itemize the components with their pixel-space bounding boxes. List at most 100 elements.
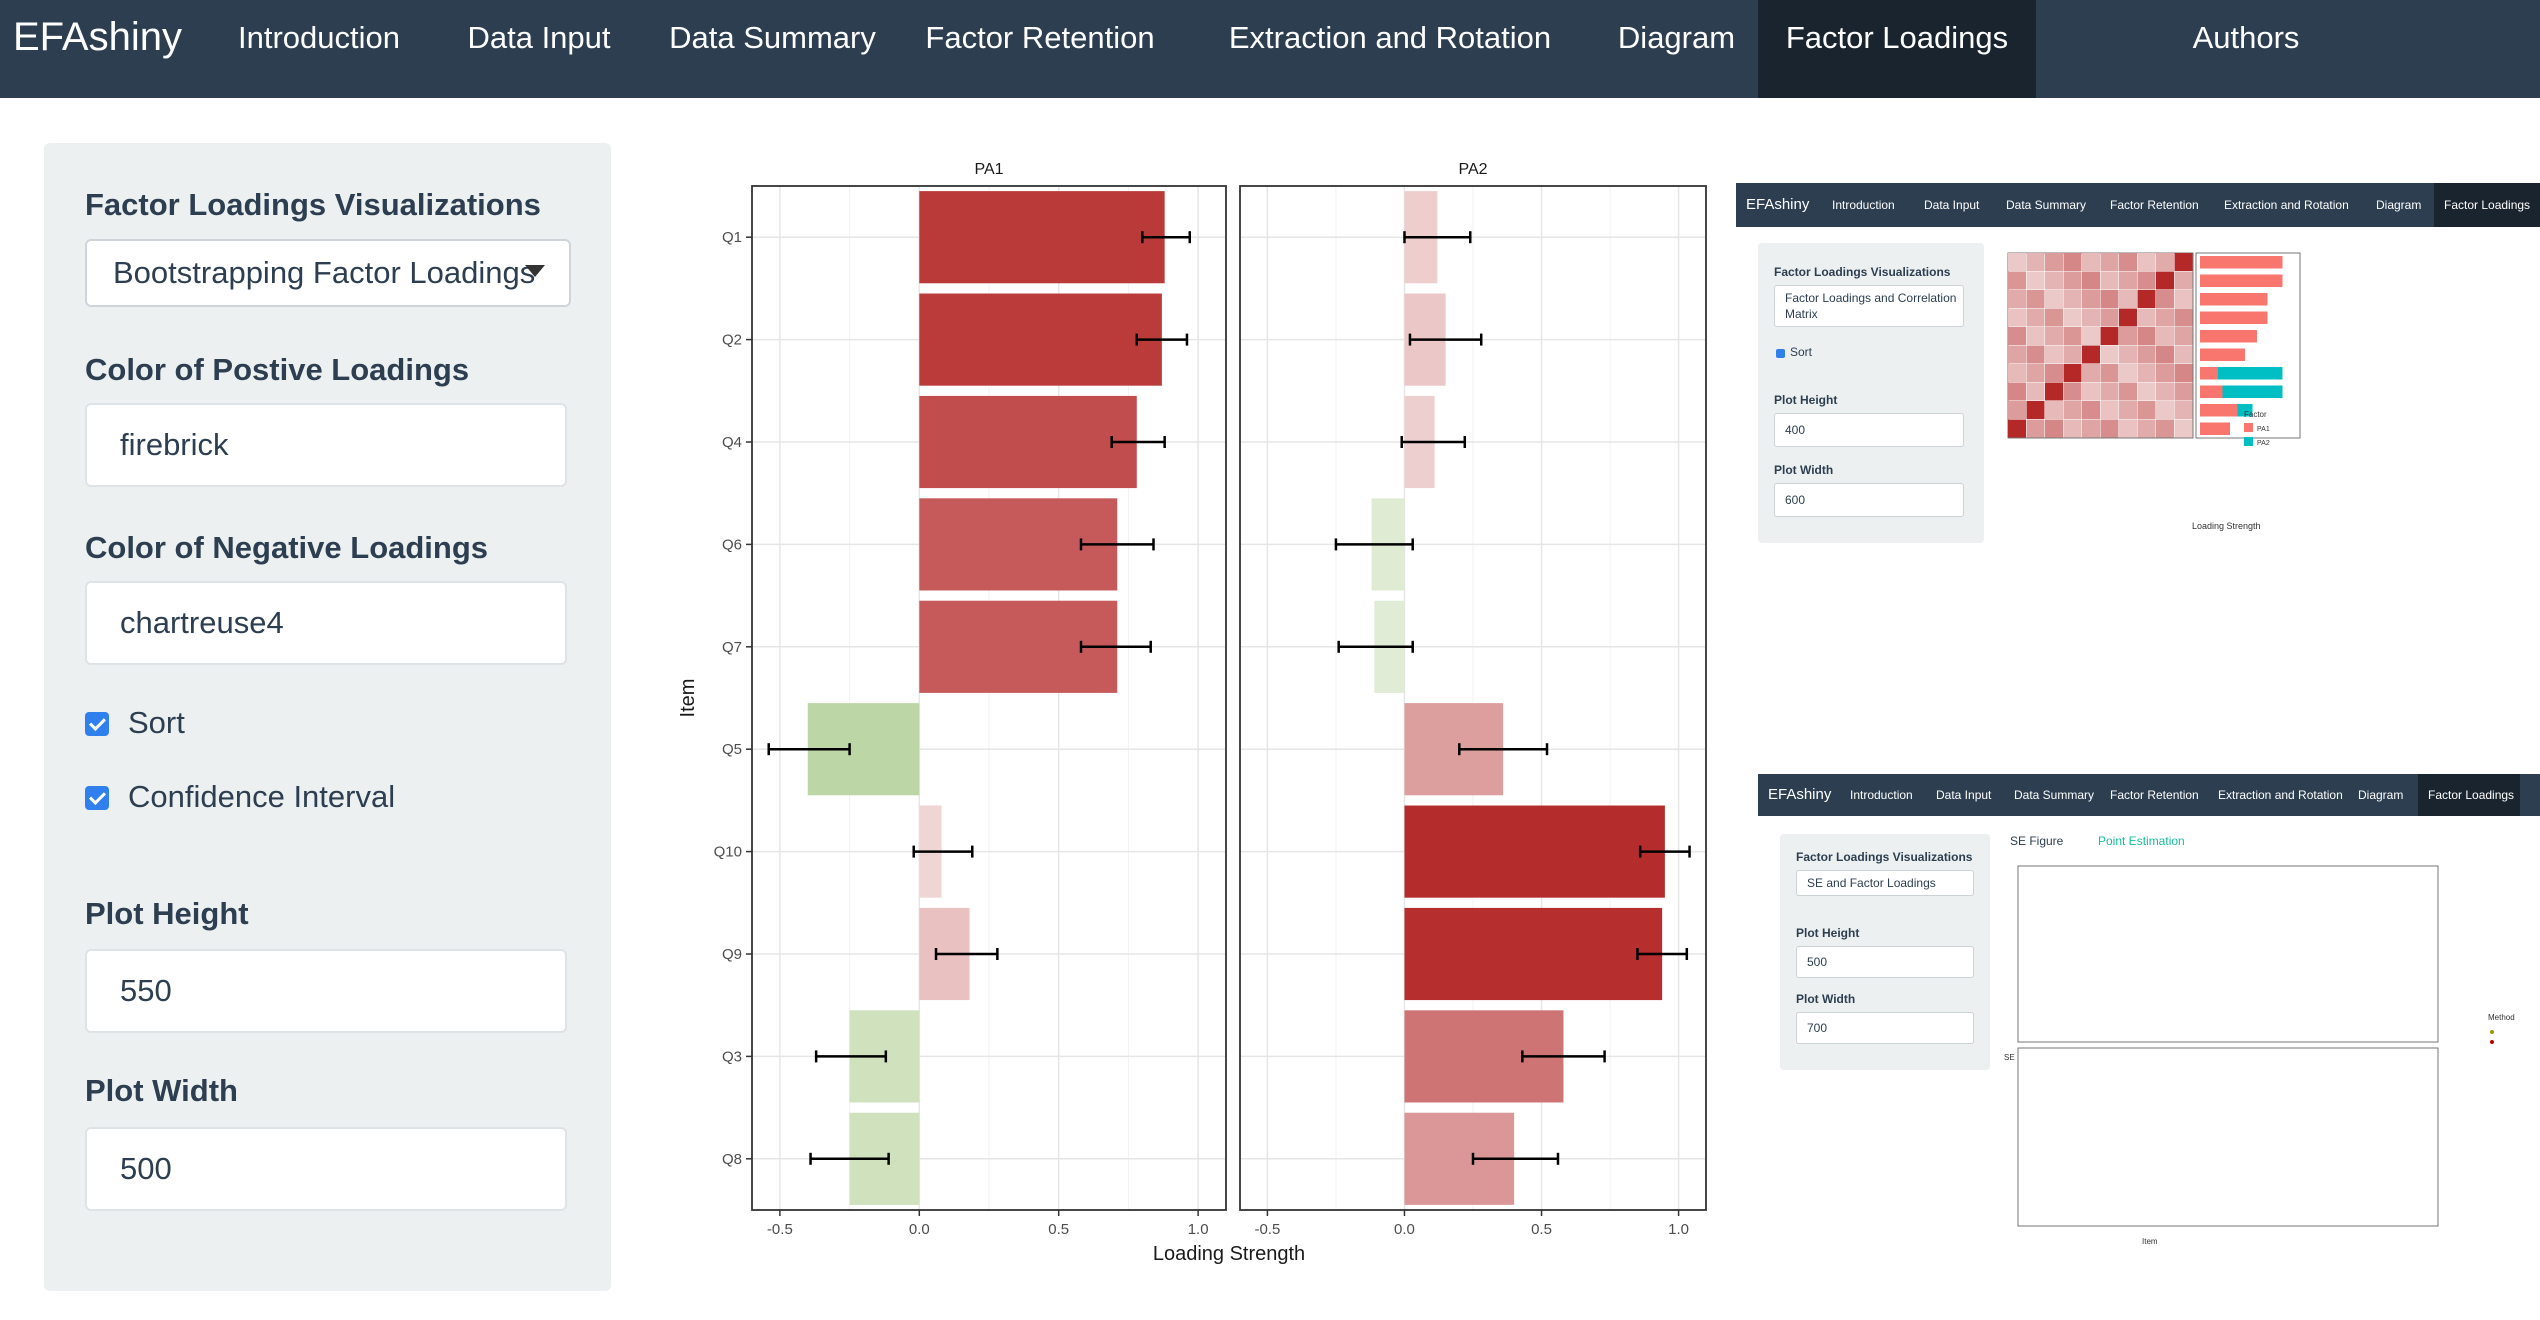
mini-heatmap-cell (2063, 401, 2082, 419)
tab-diagram[interactable]: Diagram (1617, 20, 1736, 55)
tab-authors[interactable]: Authors (2192, 20, 2300, 55)
x-tick-label: 0.5 (1531, 1221, 1552, 1238)
mini-loading-bar-pa1 (2200, 330, 2257, 343)
x-tick-label: 1.0 (1668, 1221, 1689, 1238)
mini-heatmap-cell (2119, 290, 2137, 308)
mini-tab-active-2: Factor Loadings (2418, 774, 2520, 816)
y-tick-label-Q1: Q1 (722, 229, 742, 246)
y-axis-title: Item (677, 679, 699, 718)
y-tick-label-Q4: Q4 (722, 434, 742, 451)
plot-width-input[interactable]: 500 (85, 1127, 567, 1211)
confidence-interval-checkbox[interactable] (85, 786, 109, 810)
mini-heatmap-cell (2026, 327, 2045, 345)
x-tick-label: 0.5 (1048, 1221, 1069, 1238)
mini-se-chart: SE Item Method (2004, 865, 2515, 1246)
mini-heatmap-cell (2100, 345, 2119, 364)
y-tick-label-Q8: Q8 (722, 1151, 742, 1168)
mini-heatmap-cell (2137, 364, 2156, 382)
mini-heatmap-cell (2026, 419, 2045, 438)
negative-color-label: Color of Negative Loadings (85, 530, 489, 565)
mini-heatmap-cell (2156, 364, 2174, 382)
mini-width-label-2: Plot Width (1796, 992, 1856, 1006)
example-screenshot-se: EFAshiny Introduction Data Input Data Su… (1758, 774, 2540, 1250)
confidence-interval-label: Confidence Interval (128, 779, 396, 814)
viz-select-value: Bootstrapping Factor Loadings (113, 255, 536, 290)
x-axis-title: Loading Strength (1153, 1243, 1305, 1265)
mini-loading-bar-pa1 (2200, 311, 2268, 324)
tab-data-input[interactable]: Data Input (467, 20, 611, 55)
mini-loading-bar-pa1 (2200, 348, 2245, 361)
mini-width-input-2: 700 (1796, 1012, 1974, 1044)
x-tick-label: -0.5 (1254, 1221, 1280, 1238)
mini-heatmap-cell (2156, 308, 2174, 327)
mini-navbar: EFAshiny Introduction Data Input Data Su… (1736, 183, 2540, 227)
mini-legend-swatch-pa1 (2244, 423, 2253, 432)
mini-tab: Data Input (1936, 788, 1992, 802)
facet-panel-border (751, 185, 1227, 1211)
sidebar-panel: Factor Loadings Visualizations Bootstrap… (44, 143, 611, 1291)
tab-factor-retention[interactable]: Factor Retention (925, 20, 1155, 55)
mini-loading-bar-pa1 (2200, 293, 2268, 306)
mini-tab: Data Input (1924, 198, 1980, 212)
mini-heatmap-cell (2045, 401, 2063, 419)
mini-heatmap-cell (2045, 271, 2063, 290)
tab-extraction-rotation[interactable]: Extraction and Rotation (1228, 20, 1552, 55)
mini-viz-select-2: SE and Factor Loadings (1796, 870, 1974, 896)
mini-heatmap-cell (2082, 401, 2100, 419)
factor-loadings-chart: PA1 -0.5 0.0 0.5 1.0 PA2 -0.5 0.0 0.5 1.0 Q1 Q2 Q4 Q6… (677, 161, 1707, 1265)
mini-heatmap-cell (2137, 271, 2156, 290)
mini-heatmap-cell (2100, 253, 2119, 271)
mini-heatmap-cell (2174, 327, 2193, 345)
mini-loading-bar-pa1 (2200, 404, 2238, 417)
mini-sidebar-2: Factor Loadings Visualizations SE and Fa… (1780, 834, 1990, 1070)
positive-color-input[interactable]: firebrick (85, 403, 567, 487)
mini-heatmap-cell (2063, 290, 2082, 308)
x-tick-label: 0.0 (909, 1221, 930, 1238)
mini-heatmap-cell (2100, 308, 2119, 327)
mini-viz-label: Factor Loadings Visualizations (1774, 265, 1951, 279)
mini-tab: Extraction and Rotation (2218, 788, 2343, 802)
mini-heatmap-cell (2174, 401, 2193, 419)
y-tick-label-Q2: Q2 (722, 332, 742, 349)
mini-heatmap-cell (2026, 290, 2045, 308)
mini-heatmap-cell (2045, 308, 2063, 327)
navbar: EFAshiny Introduction Data Input Data Su… (0, 0, 2540, 98)
brand-logo[interactable]: EFAshiny (13, 15, 182, 59)
mini-heatmap-cell (2100, 401, 2119, 419)
mini-heatmap-cell (2008, 382, 2026, 401)
sort-checkbox[interactable] (85, 712, 109, 736)
plot-height-input[interactable]: 550 (85, 949, 567, 1033)
mini-brand: EFAshiny (1746, 196, 1810, 213)
x-tick-label: 0.0 (1394, 1221, 1415, 1238)
mini-loading-bar-pa1 (2200, 385, 2223, 398)
mini-heatmap-cell (2026, 253, 2045, 271)
mini-loading-bar-pa1 (2200, 274, 2283, 287)
y-tick-label-Q10: Q10 (714, 844, 742, 861)
mini-heatmap-cell (2156, 271, 2174, 290)
mini-heatmap-cell (2063, 308, 2082, 327)
mini-width-input: 600 (1774, 483, 1964, 517)
tab-introduction[interactable]: Introduction (238, 20, 400, 55)
mini-heatmap-cell (2063, 382, 2082, 401)
mini-tab-point-estimation: Point Estimation (2098, 834, 2185, 848)
mini-tab: Extraction and Rotation (2224, 198, 2349, 212)
loading-bar-PA1-Q4 (919, 395, 1137, 489)
mini-heatmap-cell (2008, 308, 2026, 327)
mini-sidebar: Factor Loadings Visualizations Factor Lo… (1758, 243, 1984, 543)
mini-tab: Introduction (1850, 788, 1913, 802)
plot-height-label: Plot Height (85, 896, 249, 931)
negative-color-input[interactable]: chartreuse4 (85, 581, 567, 665)
facet-title-PA2: PA2 (1458, 161, 1487, 178)
mini-heatmap-cell (2137, 253, 2156, 271)
mini-heatmap-cell (2137, 308, 2156, 327)
mini-heatmap-cell (2119, 345, 2137, 364)
viz-select[interactable]: Bootstrapping Factor Loadings (85, 239, 571, 307)
tab-data-summary[interactable]: Data Summary (669, 20, 876, 55)
mini-tab: Introduction (1832, 198, 1895, 212)
mini-loading-bar-pa1 (2200, 256, 2283, 269)
mini-heatmap-cell (2174, 345, 2193, 364)
mini-heatmap-cell (2008, 345, 2026, 364)
mini-heatmap-cell (2119, 419, 2137, 438)
mini-heatmap-cell (2100, 364, 2119, 382)
tab-factor-loadings[interactable]: Factor Loadings (1758, 0, 2036, 98)
